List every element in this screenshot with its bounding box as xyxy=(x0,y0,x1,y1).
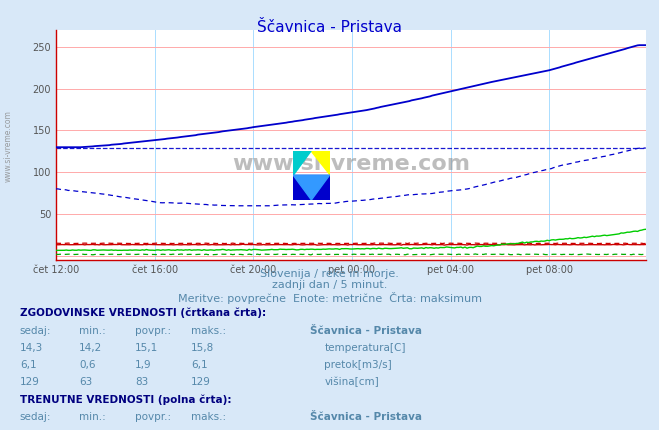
Text: www.si-vreme.com: www.si-vreme.com xyxy=(232,154,470,174)
Text: povpr.:: povpr.: xyxy=(135,326,171,335)
Text: maks.:: maks.: xyxy=(191,326,226,335)
Text: 129: 129 xyxy=(191,377,211,387)
Text: maks.:: maks.: xyxy=(191,412,226,422)
Text: 1,9: 1,9 xyxy=(135,360,152,370)
Text: 6,1: 6,1 xyxy=(191,360,208,370)
Text: min.:: min.: xyxy=(79,326,106,335)
Polygon shape xyxy=(293,175,330,200)
Text: Ščavnica - Pristava: Ščavnica - Pristava xyxy=(310,326,422,335)
Text: pretok[m3/s]: pretok[m3/s] xyxy=(324,360,392,370)
Text: Ščavnica - Pristava: Ščavnica - Pristava xyxy=(257,20,402,35)
Text: 63: 63 xyxy=(79,377,92,387)
Text: 14,3: 14,3 xyxy=(20,343,43,353)
Text: 15,1: 15,1 xyxy=(135,343,158,353)
Text: sedaj:: sedaj: xyxy=(20,412,51,422)
Text: temperatura[C]: temperatura[C] xyxy=(324,343,406,353)
Text: 15,8: 15,8 xyxy=(191,343,214,353)
Text: ZGODOVINSKE VREDNOSTI (črtkana črta):: ZGODOVINSKE VREDNOSTI (črtkana črta): xyxy=(20,307,266,318)
Text: www.si-vreme.com: www.si-vreme.com xyxy=(3,110,13,182)
Text: TRENUTNE VREDNOSTI (polna črta):: TRENUTNE VREDNOSTI (polna črta): xyxy=(20,394,231,405)
Text: Meritve: povprečne  Enote: metrične  Črta: maksimum: Meritve: povprečne Enote: metrične Črta:… xyxy=(177,292,482,304)
Text: Slovenija / reke in morje.: Slovenija / reke in morje. xyxy=(260,269,399,279)
Text: 6,1: 6,1 xyxy=(20,360,36,370)
Text: višina[cm]: višina[cm] xyxy=(324,377,379,387)
Text: zadnji dan / 5 minut.: zadnji dan / 5 minut. xyxy=(272,280,387,290)
Text: 0,6: 0,6 xyxy=(79,360,96,370)
Text: Ščavnica - Pristava: Ščavnica - Pristava xyxy=(310,412,422,422)
Text: 14,2: 14,2 xyxy=(79,343,102,353)
Text: 83: 83 xyxy=(135,377,148,387)
Polygon shape xyxy=(293,150,312,175)
Polygon shape xyxy=(312,150,330,175)
Text: 129: 129 xyxy=(20,377,40,387)
Text: sedaj:: sedaj: xyxy=(20,326,51,335)
Text: min.:: min.: xyxy=(79,412,106,422)
Text: povpr.:: povpr.: xyxy=(135,412,171,422)
Polygon shape xyxy=(293,175,330,200)
